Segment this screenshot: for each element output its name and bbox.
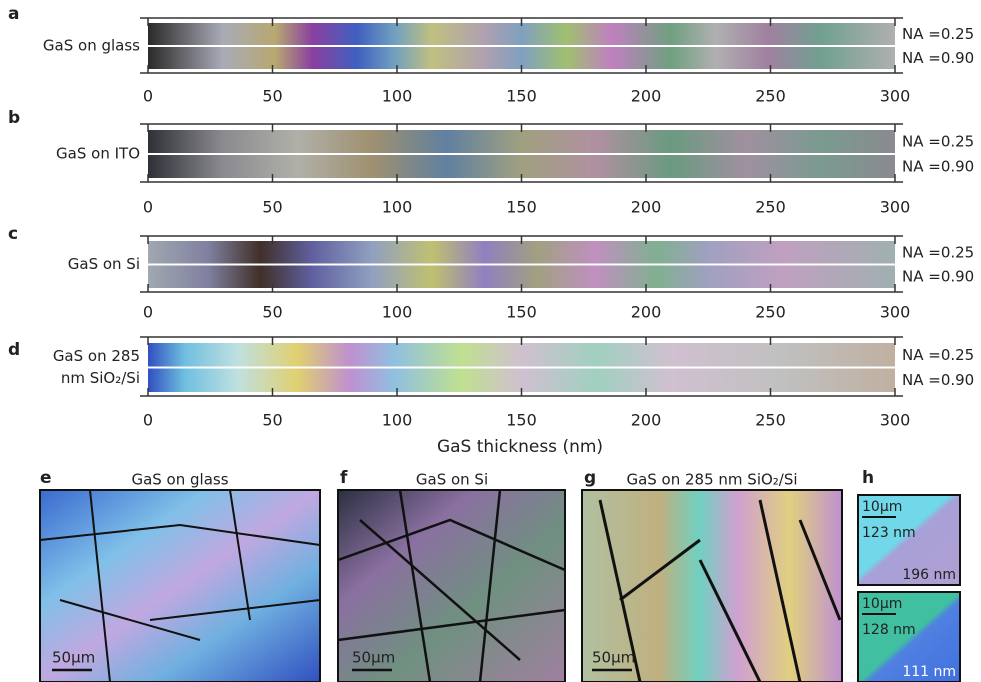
tick-label: 100 bbox=[382, 411, 413, 430]
micrograph bbox=[39, 489, 321, 682]
tick-label: 50 bbox=[262, 303, 282, 322]
tick-label: 300 bbox=[880, 87, 911, 106]
axis bbox=[140, 235, 903, 293]
tick-label: 0 bbox=[143, 303, 153, 322]
panel-label: f bbox=[340, 468, 348, 488]
tick-label: 150 bbox=[506, 411, 537, 430]
sample-label: GaS on Si bbox=[68, 255, 140, 273]
cracks bbox=[337, 489, 566, 682]
tick-label: 150 bbox=[506, 87, 537, 106]
tick-label: 150 bbox=[506, 303, 537, 322]
image-title: GaS on Si bbox=[416, 471, 488, 489]
panel-label: g bbox=[584, 468, 596, 488]
tick-label: 250 bbox=[755, 411, 786, 430]
panel-label: e bbox=[40, 468, 52, 488]
panel-label: a bbox=[8, 4, 19, 24]
na-label: NA =0.25 bbox=[902, 243, 974, 261]
axis bbox=[140, 123, 903, 183]
na-label: NA =0.90 bbox=[902, 371, 974, 389]
scale-bar-label: 50µm bbox=[592, 649, 635, 667]
axis bbox=[140, 336, 903, 397]
tick-label: 0 bbox=[143, 87, 153, 106]
thickness-label: 123 nm bbox=[862, 525, 916, 541]
tick-label: 300 bbox=[880, 411, 911, 430]
tick-label: 300 bbox=[880, 303, 911, 322]
tick-label: 50 bbox=[262, 411, 282, 430]
sample-label: GaS on 285 bbox=[53, 347, 140, 365]
thickness-label: 128 nm bbox=[862, 622, 916, 638]
tick-label: 200 bbox=[631, 411, 662, 430]
scale-bar-label: 50µm bbox=[52, 649, 95, 667]
image-title: GaS on glass bbox=[131, 471, 228, 489]
cracks bbox=[598, 499, 842, 682]
color-bars: a 0 50 100 150 200 250 300 GaS on glass NA =0.25 N… bbox=[8, 4, 974, 430]
micrographs: e GaS on glass 50µm f GaS on Si 50µm g GaS on 2… bbox=[39, 468, 961, 682]
cracks bbox=[39, 489, 321, 682]
scale-bar-label: 50µm bbox=[352, 649, 395, 667]
panel-label: b bbox=[8, 108, 20, 128]
sample-label: nm SiO₂/Si bbox=[61, 369, 140, 387]
panel-label: d bbox=[8, 340, 20, 360]
micrograph bbox=[857, 591, 961, 682]
axis bbox=[140, 17, 903, 74]
tick-label: 250 bbox=[755, 87, 786, 106]
scale-bar-label: 10µm bbox=[862, 596, 902, 612]
na-label: NA =0.25 bbox=[902, 133, 974, 151]
na-label: NA =0.90 bbox=[902, 49, 974, 67]
tick-label: 100 bbox=[382, 87, 413, 106]
na-label: NA =0.90 bbox=[902, 157, 974, 175]
tick-label: 250 bbox=[755, 303, 786, 322]
micrograph bbox=[857, 494, 961, 586]
thickness-label: 196 nm bbox=[902, 567, 956, 583]
panel-label: h bbox=[862, 468, 874, 488]
tick-label: 200 bbox=[631, 87, 662, 106]
tick-label: 50 bbox=[262, 87, 282, 106]
na-label: NA =0.25 bbox=[902, 25, 974, 43]
thickness-label: 111 nm bbox=[902, 664, 956, 680]
sample-label: GaS on ITO bbox=[56, 145, 140, 163]
tick-label: 300 bbox=[880, 198, 911, 217]
tick-label: 250 bbox=[755, 198, 786, 217]
tick-label: 100 bbox=[382, 198, 413, 217]
scale-bar-label: 10µm bbox=[862, 499, 902, 515]
tick-label: 0 bbox=[143, 198, 153, 217]
tick-label: 200 bbox=[631, 198, 662, 217]
tick-label: 150 bbox=[506, 198, 537, 217]
panel-label: c bbox=[8, 224, 18, 244]
image-title: GaS on 285 nm SiO₂/Si bbox=[626, 471, 797, 489]
tick-label: 50 bbox=[262, 198, 282, 217]
axis-title: GaS thickness (nm) bbox=[437, 437, 603, 457]
tick-label: 0 bbox=[143, 411, 153, 430]
tick-label: 200 bbox=[631, 303, 662, 322]
tick-label: 100 bbox=[382, 303, 413, 322]
sample-label: GaS on glass bbox=[43, 37, 140, 55]
na-label: NA =0.25 bbox=[902, 346, 974, 364]
na-label: NA =0.90 bbox=[902, 268, 974, 286]
